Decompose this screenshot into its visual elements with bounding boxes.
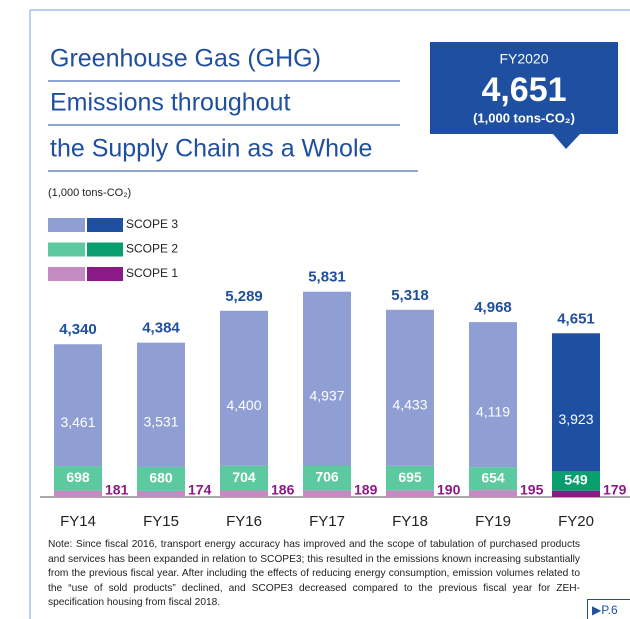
value-label: 654 <box>481 469 505 485</box>
bar-segment <box>469 490 517 497</box>
bar-segment <box>386 490 434 497</box>
legend-swatch <box>48 267 85 281</box>
note: Note: Since fiscal 2016, transport energ… <box>48 539 580 609</box>
unit-label: (1,000 tons-CO₂) <box>48 187 131 199</box>
callout-box <box>430 42 618 134</box>
bar-segment <box>469 322 517 468</box>
total-label: 4,340 <box>59 321 97 338</box>
legend-swatch <box>48 242 85 257</box>
value-label: 190 <box>437 482 461 498</box>
bar-segment <box>137 466 185 491</box>
value-label: 549 <box>564 472 588 488</box>
total-label: 5,831 <box>308 269 346 286</box>
legend-swatch <box>87 267 123 281</box>
total-label: 5,318 <box>391 287 429 304</box>
bar-segment <box>469 467 517 491</box>
bar-segment <box>303 465 351 491</box>
legend-swatch <box>48 218 85 232</box>
bar-segment <box>54 466 102 491</box>
value-label: 3,531 <box>143 413 178 429</box>
value-label: 698 <box>66 469 90 485</box>
x-tick-label: FY18 <box>392 513 428 530</box>
total-label: 4,384 <box>142 320 180 337</box>
value-label: 706 <box>315 469 339 485</box>
callout-value: 4,651 <box>481 71 566 109</box>
x-tick-label: FY17 <box>309 513 345 530</box>
legend-label: SCOPE 2 <box>126 242 178 256</box>
x-tick-label: FY16 <box>226 513 262 530</box>
legend-label: SCOPE 3 <box>126 217 178 231</box>
value-label: 695 <box>398 469 422 485</box>
bar-segment <box>552 471 600 491</box>
title-line: Greenhouse Gas (GHG) <box>50 45 321 73</box>
value-label: 3,461 <box>60 414 95 430</box>
value-label: 189 <box>354 482 378 498</box>
bar-segment <box>220 310 268 466</box>
bar-segment <box>54 490 102 497</box>
value-label: 181 <box>105 482 129 498</box>
page-ref[interactable]: ▶P.6 <box>587 599 630 619</box>
x-tick-label: FY14 <box>60 513 96 530</box>
x-tick-label: FY15 <box>143 513 179 530</box>
total-label: 4,651 <box>557 310 595 327</box>
value-label: 3,923 <box>558 411 593 427</box>
value-label: 4,433 <box>392 397 427 413</box>
callout-unit: (1,000 tons-CO₂) <box>473 110 575 125</box>
callout-pointer <box>553 134 580 149</box>
value-label: 195 <box>520 482 544 498</box>
value-label: 186 <box>271 482 295 498</box>
bar-segment <box>220 465 268 491</box>
value-label: 4,119 <box>476 403 510 419</box>
value-label: 680 <box>149 470 173 486</box>
x-tick-label: FY19 <box>475 513 511 530</box>
bar-segment <box>386 465 434 491</box>
title-line: the Supply Chain as a Whole <box>50 135 372 163</box>
legend-swatch <box>87 242 123 257</box>
bar-segment <box>303 291 351 466</box>
value-label: 704 <box>232 469 256 485</box>
legend-label: SCOPE 1 <box>126 266 178 280</box>
value-label: 174 <box>188 482 212 498</box>
legend-swatch <box>87 218 123 232</box>
bar-segment <box>54 344 102 467</box>
callout-label: FY2020 <box>499 51 548 67</box>
bar-segment <box>137 490 185 497</box>
total-label: 4,968 <box>474 299 512 316</box>
bar-segment <box>386 309 434 466</box>
value-label: 4,937 <box>309 387 344 403</box>
bar-segment <box>303 490 351 497</box>
x-tick-label: FY20 <box>558 513 594 530</box>
bar-segment <box>137 342 185 467</box>
total-label: 5,289 <box>225 288 263 305</box>
value-label: 4,400 <box>226 397 261 413</box>
bar-segment <box>220 490 268 497</box>
value-label: 179 <box>603 482 627 498</box>
bar-segment <box>552 490 600 497</box>
bar-segment <box>552 333 600 472</box>
title-line: Emissions throughout <box>50 89 290 117</box>
